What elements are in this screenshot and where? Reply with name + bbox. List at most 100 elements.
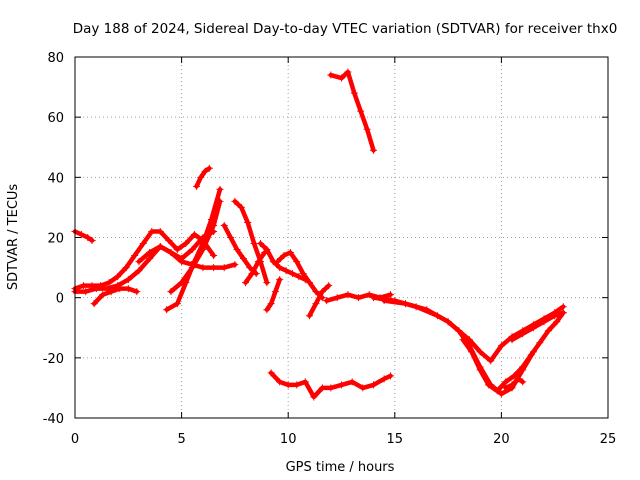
- data-point: [312, 300, 320, 308]
- data-point: [114, 273, 122, 281]
- data-point: [156, 243, 164, 251]
- data-point: [306, 279, 314, 287]
- series-arc-7: [135, 227, 218, 266]
- data-point: [201, 167, 209, 175]
- data-point: [318, 384, 326, 392]
- y-tick-label: 80: [47, 51, 64, 66]
- x-tick-label: 20: [493, 432, 510, 447]
- data-point: [242, 279, 250, 287]
- series-trace: [328, 69, 376, 153]
- data-point: [508, 381, 516, 389]
- data-point: [267, 369, 275, 377]
- data-point: [344, 68, 352, 76]
- data-point: [99, 291, 107, 299]
- data-point: [178, 255, 186, 263]
- data-point: [84, 234, 92, 241]
- data-point: [105, 279, 113, 287]
- data-point: [178, 279, 186, 287]
- data-point: [146, 255, 154, 263]
- data-point: [116, 285, 124, 293]
- data-point: [363, 125, 371, 133]
- series-trace: [509, 310, 566, 343]
- data-point: [284, 381, 292, 389]
- data-point: [267, 300, 275, 308]
- data-point: [237, 203, 245, 211]
- data-point: [280, 252, 288, 260]
- series-trace: [307, 283, 331, 318]
- data-point: [167, 249, 175, 257]
- data-point: [487, 357, 495, 365]
- series-arc-16: [306, 282, 333, 320]
- data-point: [286, 249, 294, 257]
- y-tick-label: 0: [56, 292, 64, 307]
- data-point: [199, 264, 207, 272]
- data-point: [327, 71, 335, 79]
- data-point: [559, 303, 567, 311]
- data-point: [163, 306, 171, 314]
- series-arc-14: [274, 249, 326, 302]
- y-tick-label: 40: [47, 171, 64, 186]
- data-point: [210, 252, 218, 260]
- chart-title: Day 188 of 2024, Sidereal Day-to-day VTE…: [73, 21, 618, 37]
- data-point: [493, 387, 501, 395]
- series-arc-22: [502, 375, 527, 392]
- data-point: [250, 240, 258, 248]
- data-point: [401, 300, 409, 308]
- data-point: [124, 285, 132, 293]
- data-point: [369, 294, 377, 302]
- data-point: [133, 288, 141, 296]
- data-point: [167, 288, 175, 296]
- data-point: [82, 288, 90, 296]
- series-trace: [503, 376, 525, 391]
- series-arc-8: [193, 164, 213, 190]
- series-trace: [91, 286, 140, 306]
- data-point: [190, 230, 198, 238]
- data-point: [199, 234, 207, 241]
- data-point: [239, 255, 247, 263]
- data-point: [220, 221, 228, 229]
- data-point: [357, 107, 365, 115]
- x-tick-label: 0: [71, 432, 79, 447]
- data-point: [502, 384, 510, 392]
- series-arc-6: [167, 197, 224, 296]
- data-point: [156, 227, 164, 235]
- data-point: [146, 249, 154, 257]
- data-point: [165, 237, 173, 245]
- data-point: [205, 164, 213, 172]
- data-point: [323, 297, 331, 305]
- series-arc-9: [220, 221, 260, 278]
- data-point: [423, 306, 431, 314]
- data-point: [299, 270, 307, 278]
- data-point: [519, 378, 527, 386]
- data-point: [216, 197, 224, 205]
- data-point: [306, 312, 314, 320]
- data-point: [327, 384, 335, 392]
- data-point: [139, 240, 147, 248]
- data-point: [455, 327, 463, 335]
- x-tick-label: 5: [177, 432, 185, 447]
- y-tick-label: -40: [43, 412, 64, 427]
- data-point: [288, 270, 296, 278]
- data-point: [135, 258, 143, 266]
- data-point: [510, 372, 518, 380]
- data-point: [312, 288, 320, 296]
- data-point: [244, 218, 252, 226]
- data-point: [90, 300, 98, 308]
- data-point: [485, 381, 493, 389]
- data-point: [182, 240, 190, 248]
- data-point: [348, 378, 356, 386]
- data-point: [254, 258, 262, 266]
- data-point: [276, 276, 284, 284]
- data-point: [188, 246, 196, 254]
- series-arc-18: [327, 68, 377, 154]
- data-point: [256, 240, 264, 248]
- data-point: [77, 230, 85, 238]
- data-point: [540, 318, 548, 326]
- data-point: [88, 237, 96, 245]
- series-arc-23: [508, 309, 567, 344]
- data-point: [444, 318, 452, 326]
- data-point: [387, 372, 395, 380]
- data-point: [497, 390, 505, 398]
- y-tick-label: 20: [47, 232, 64, 247]
- data-point: [318, 288, 326, 296]
